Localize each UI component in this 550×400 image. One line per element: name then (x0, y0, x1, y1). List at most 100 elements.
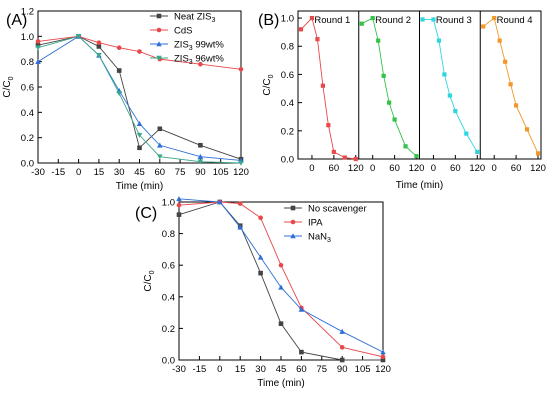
data-point (198, 142, 203, 148)
x-tick-label: 0 (76, 167, 81, 178)
x-tick-label: -30 (31, 167, 45, 178)
data-point (447, 93, 452, 98)
y-tick-label: 0.4 (281, 98, 294, 109)
data-point (376, 38, 381, 43)
x-tick-label: 90 (337, 364, 348, 375)
legend-entry: IPA (284, 218, 323, 229)
x-tick-label: 90 (195, 167, 206, 178)
data-point (278, 321, 284, 326)
x-tick-label: 75 (175, 167, 186, 178)
series-line (37, 35, 242, 70)
series-line (178, 201, 384, 358)
legend-label: IPA (308, 218, 323, 229)
y-tick-label: 0.8 (281, 42, 294, 53)
legend-label: No scavenger (308, 204, 367, 215)
data-point (258, 215, 263, 221)
x-tick-label: 0 (217, 364, 222, 375)
data-point (497, 38, 502, 43)
data-point (176, 202, 182, 208)
data-point (176, 212, 182, 217)
legend-marker (290, 219, 296, 225)
x-tick-label: 60 (450, 163, 461, 174)
y-axis-label: C/C0 (2, 76, 15, 97)
data-point (136, 120, 143, 127)
x-tick-label: 120 (348, 163, 364, 174)
series-line (178, 198, 384, 353)
data-point (35, 58, 41, 64)
plot-frame (37, 10, 242, 164)
round-label: Round 4 (497, 15, 533, 26)
y-tick-label: 0.2 (162, 324, 175, 335)
legend-label: ZIS3 99wt% (174, 40, 224, 53)
data-point (299, 349, 304, 355)
data-point (387, 100, 392, 105)
data-point (116, 45, 122, 51)
y-tick-label: 0.8 (21, 57, 34, 68)
legend-marker (156, 13, 162, 19)
legend-label: Neat ZIS3 (174, 12, 216, 25)
data-point (464, 131, 469, 136)
x-tick-label: 60 (155, 167, 166, 178)
legend-label-subscript: 3 (327, 237, 331, 244)
data-point (315, 37, 320, 42)
data-point (380, 354, 386, 360)
data-point (96, 53, 102, 59)
data-point (238, 66, 244, 72)
x-tick-label: 120 (469, 163, 485, 174)
data-point (414, 154, 419, 159)
data-point (96, 44, 102, 49)
y-tick-label: 1.0 (281, 14, 294, 25)
data-point (359, 21, 364, 26)
series-line (482, 17, 539, 154)
data-point (380, 349, 386, 355)
y-tick-label: 0.2 (21, 133, 34, 144)
x-tick-label: 0 (370, 163, 375, 174)
x-axis-label: Time (min) (116, 181, 163, 192)
series-3 (35, 34, 244, 166)
data-point (508, 82, 513, 87)
y-axis-label: C/C0 (262, 74, 275, 95)
data-point (436, 38, 442, 43)
x-tick-label: 105 (213, 167, 229, 178)
legend-label-subscript: 3 (212, 17, 216, 24)
round-label: Round 2 (375, 15, 411, 26)
series-1 (176, 199, 386, 360)
data-point (157, 126, 163, 132)
x-tick-label: 15 (235, 364, 246, 375)
data-point (514, 103, 519, 108)
data-point (380, 357, 386, 363)
data-point (339, 328, 345, 334)
data-point (381, 73, 386, 78)
data-point (238, 160, 244, 166)
round-4: Round 4 0 60 120 (479, 11, 546, 174)
y-axis-label-subscript: 0 (268, 74, 275, 78)
data-point (481, 24, 486, 29)
data-point (136, 132, 143, 138)
data-point (298, 27, 304, 32)
y-axis-label-subscript: 0 (8, 76, 15, 80)
data-point (137, 49, 142, 54)
data-point (237, 224, 243, 230)
data-point (492, 15, 497, 21)
x-tick-label: 30 (255, 364, 266, 375)
data-point (535, 151, 541, 156)
data-point (278, 284, 284, 290)
panel-a-chart: (A)0.00.20.40.60.81.01.2-30 -15 0 15 30 45 60 7… (2, 7, 249, 193)
x-tick-label: 120 (233, 167, 249, 178)
x-tick-label: 120 (530, 163, 546, 174)
y-tick-label: 0.8 (162, 229, 175, 240)
data-point (197, 153, 204, 159)
y-tick-label: 0.2 (281, 126, 294, 137)
round-3: Round 3 0 60 120 (419, 11, 485, 174)
data-point (298, 306, 305, 312)
data-point (258, 270, 263, 276)
data-point (420, 17, 425, 22)
x-tick-label: -15 (193, 364, 207, 375)
data-point (353, 156, 358, 162)
series-line (422, 19, 478, 153)
x-tick-label: 120 (409, 163, 425, 174)
x-tick-label: -30 (172, 364, 186, 375)
x-tick-label: 60 (389, 163, 400, 174)
series-line (37, 35, 242, 160)
panel-label: (C) (135, 205, 157, 222)
